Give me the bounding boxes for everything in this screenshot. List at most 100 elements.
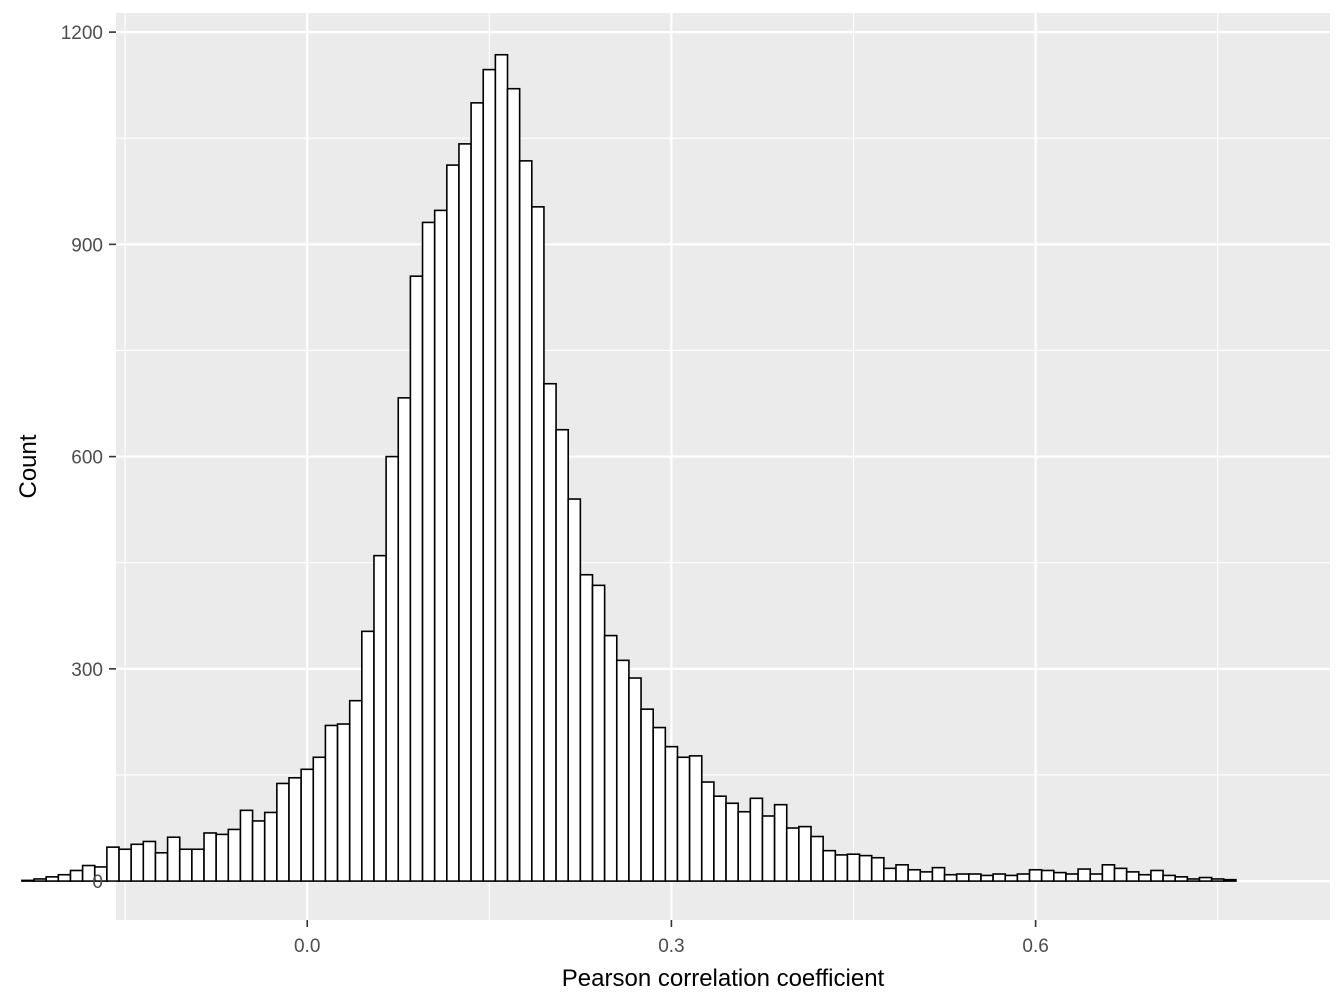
histogram-bar — [446, 164, 460, 882]
histogram-bar — [579, 573, 594, 882]
histogram-bar — [688, 755, 703, 882]
histogram-bar — [1174, 876, 1189, 882]
histogram-bar — [494, 53, 509, 882]
histogram-bar — [1004, 874, 1019, 882]
histogram-bar — [69, 869, 84, 882]
histogram-bar — [895, 864, 909, 882]
histogram-bar — [1210, 878, 1225, 882]
histogram-bar — [798, 825, 812, 882]
histogram-bar — [834, 854, 849, 882]
histogram-bar — [980, 874, 994, 882]
histogram-bar — [785, 827, 800, 882]
histogram-bar — [215, 833, 230, 882]
y-axis: 0 300 600 900 1200 — [61, 23, 116, 893]
histogram-bars — [21, 53, 1237, 882]
histogram-bar — [870, 856, 885, 882]
histogram-bar — [615, 659, 630, 882]
histogram-bar — [178, 848, 193, 882]
histogram-bar — [603, 634, 618, 882]
y-tick-label: 300 — [71, 660, 103, 681]
histogram-bar — [45, 876, 60, 882]
histogram-bar — [324, 724, 339, 882]
histogram-bar — [543, 382, 557, 882]
histogram-bar — [725, 802, 739, 882]
histogram-bar — [943, 873, 958, 882]
histogram-bar — [1065, 873, 1079, 882]
histogram-bar — [300, 768, 315, 882]
histogram-bar — [761, 815, 776, 882]
histogram-bar — [518, 160, 533, 882]
histogram-bar — [361, 630, 375, 882]
histogram-bar — [239, 809, 254, 882]
histogram-bar — [1186, 878, 1201, 882]
histogram-bar — [1089, 873, 1104, 882]
histogram-bar — [130, 843, 145, 882]
histogram-bar — [555, 428, 570, 882]
histogram-bar — [992, 873, 1007, 882]
histogram-bar — [907, 868, 922, 882]
histogram-bar — [846, 853, 861, 882]
histogram-bar — [1016, 873, 1031, 882]
histogram-bar — [1162, 874, 1177, 882]
histogram-bar — [858, 854, 873, 882]
x-tick-label: 0.6 — [1022, 936, 1048, 957]
histogram-bar — [154, 851, 169, 882]
histogram-bar — [470, 102, 485, 882]
histogram-bar — [409, 275, 424, 882]
histogram-bar — [664, 745, 679, 882]
histogram-bar — [397, 397, 412, 882]
histogram-bar — [1137, 873, 1152, 882]
histogram-bar — [530, 206, 545, 882]
x-axis: 0.0 0.3 0.6 — [294, 920, 1049, 957]
histogram-bar — [628, 677, 642, 882]
histogram-bar — [1101, 864, 1116, 882]
y-tick-label: 1200 — [61, 23, 103, 44]
y-tick-label: 900 — [71, 235, 103, 256]
histogram-bar — [652, 726, 667, 882]
histogram-bar — [336, 723, 351, 882]
histogram-bar — [482, 68, 497, 882]
histogram-bar — [118, 848, 132, 882]
histogram-bar — [713, 795, 727, 882]
histogram-bar — [1113, 867, 1128, 882]
histogram-bar — [191, 848, 205, 882]
histogram-bar — [385, 455, 400, 882]
histogram-bar — [251, 820, 266, 882]
histogram-bar — [919, 871, 934, 882]
histogram-bar — [348, 699, 363, 882]
histogram-bar — [968, 873, 982, 882]
histogram-bar — [822, 849, 837, 882]
histogram-bar — [421, 221, 436, 882]
histogram-bar — [1028, 868, 1043, 882]
histogram-bar — [640, 708, 654, 882]
histogram-bar — [21, 879, 35, 882]
histogram-bar — [591, 584, 606, 882]
histogram-bar — [773, 803, 788, 882]
histogram-bar — [1077, 868, 1092, 882]
histogram-bar — [312, 756, 327, 882]
histogram-bar — [263, 811, 278, 882]
histogram-bar — [749, 797, 764, 882]
y-axis-title: Count — [15, 434, 42, 498]
histogram-bar — [810, 835, 824, 882]
histogram-bar — [227, 828, 242, 882]
histogram-bar — [737, 810, 752, 882]
histogram-bar — [106, 846, 120, 882]
histogram-bar — [883, 867, 897, 882]
y-tick-label: 0 — [92, 872, 103, 893]
histogram-bar — [203, 832, 217, 882]
histogram-bar — [433, 209, 448, 882]
histogram-bar — [1053, 871, 1067, 882]
histogram-bar — [1198, 876, 1213, 882]
x-tick-label: 0.3 — [658, 936, 684, 957]
histogram-bar — [676, 756, 691, 882]
x-tick-label: 0.0 — [294, 936, 320, 957]
histogram-bar — [33, 878, 47, 882]
histogram-bar — [57, 873, 72, 882]
histogram-bar — [166, 836, 181, 882]
histogram-bar — [1040, 869, 1055, 882]
histogram-bar — [1125, 871, 1140, 882]
histogram-bar — [567, 498, 582, 882]
